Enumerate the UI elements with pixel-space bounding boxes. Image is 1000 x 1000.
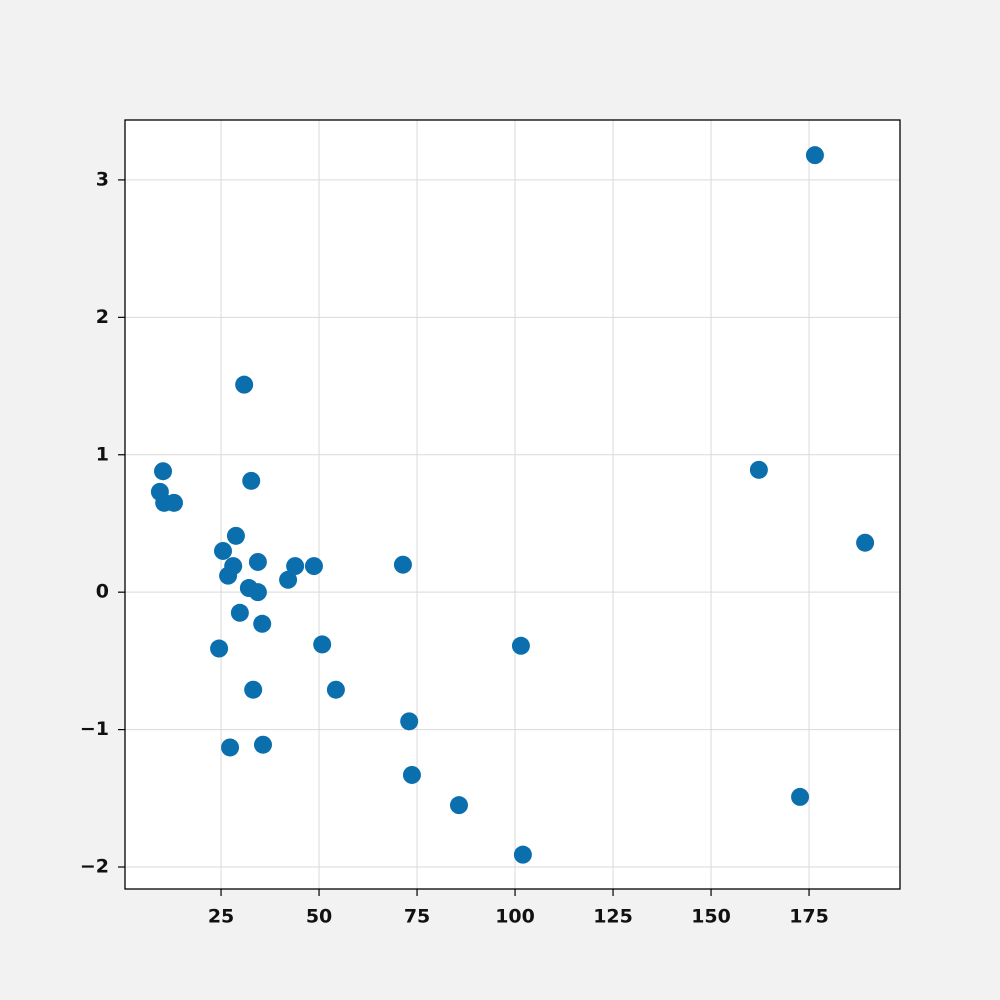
point (221, 738, 240, 757)
point (856, 533, 875, 552)
x-tick-label: 50 (306, 906, 332, 928)
point (248, 552, 267, 571)
plot-layer (125, 120, 900, 889)
point (326, 680, 345, 699)
point (214, 541, 233, 560)
point (253, 735, 272, 754)
point (253, 614, 272, 633)
plot-area (125, 120, 900, 889)
point (165, 493, 184, 512)
point (805, 146, 824, 165)
point (242, 471, 261, 490)
point (402, 765, 421, 784)
y-tick-label: −1 (80, 718, 109, 740)
point (235, 375, 254, 394)
y-tick-label: 2 (96, 306, 109, 328)
plot-frame (124, 119, 901, 890)
point (449, 796, 468, 815)
point (400, 712, 419, 731)
y-tick-label: 3 (96, 168, 109, 190)
x-tick-label: 175 (789, 906, 829, 928)
point (313, 635, 332, 654)
y-tick-label: 1 (96, 443, 109, 465)
point (393, 555, 412, 574)
x-tick-label: 25 (208, 906, 234, 928)
x-tick-label: 150 (691, 906, 731, 928)
point (248, 583, 267, 602)
point (230, 603, 249, 622)
x-tick-label: 125 (593, 906, 633, 928)
point (224, 557, 243, 576)
point (286, 557, 305, 576)
point (210, 639, 229, 658)
point (511, 636, 530, 655)
point (304, 557, 323, 576)
y-tick-label: 0 (96, 581, 109, 603)
point (513, 845, 532, 864)
point (226, 526, 245, 545)
point (749, 460, 768, 479)
point (791, 787, 810, 806)
x-tick-label: 100 (495, 906, 535, 928)
point (154, 462, 173, 481)
point (244, 680, 263, 699)
point (279, 570, 298, 589)
y-tick-label: −2 (80, 856, 109, 878)
x-tick-label: 75 (404, 906, 430, 928)
